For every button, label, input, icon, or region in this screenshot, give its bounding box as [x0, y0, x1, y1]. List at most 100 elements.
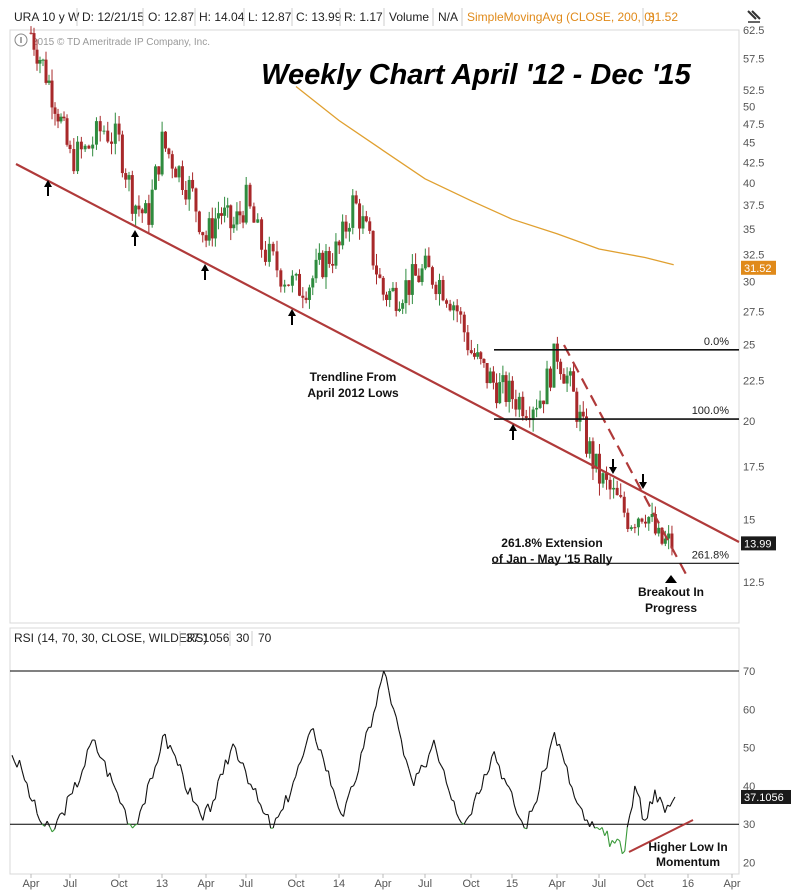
rsi-segment [347, 786, 352, 796]
candle-body [44, 59, 48, 83]
rsi-segment [14, 761, 18, 768]
candle-body [38, 60, 42, 64]
candle-body [106, 130, 110, 142]
candle-body [498, 382, 502, 404]
candle-body [650, 513, 654, 518]
candle-body [410, 264, 414, 295]
arrow-up-icon [131, 230, 139, 246]
annotation-text: Trendline From [310, 370, 397, 384]
rsi-segment [661, 803, 666, 813]
rsi-segment [380, 670, 385, 682]
volume-label[interactable]: Volume [389, 10, 429, 24]
candle-body [238, 211, 242, 216]
rsi-segment [521, 821, 525, 829]
candle-body [488, 371, 492, 384]
rsi-segment [581, 809, 586, 821]
rsi-segment [184, 788, 189, 795]
rsi-segment [518, 817, 523, 822]
candle-body [307, 287, 311, 300]
y-tick-label: 62.5 [743, 25, 764, 37]
rsi-segment [51, 828, 56, 833]
candle-body [407, 280, 411, 295]
rsi-title[interactable]: RSI (14, 70, 30, CLOSE, WILDERS) [14, 631, 207, 645]
rsi-segment [34, 799, 38, 814]
candle-body [160, 131, 164, 175]
arrow-down-icon [639, 474, 647, 489]
rsi-segment [29, 797, 33, 802]
candle-body [256, 219, 260, 223]
rsi-segment [646, 801, 651, 819]
rsi-segment [654, 789, 658, 803]
candle-body [32, 33, 36, 50]
rsi-segment [332, 789, 337, 800]
rsi-segment [169, 745, 174, 752]
candle-body [226, 205, 230, 208]
rsi-segment [664, 805, 668, 813]
rsi-segment [245, 770, 249, 784]
rsi-segment [669, 801, 673, 807]
rsi-segment [624, 827, 628, 852]
annotation-text: April 2012 Lows [307, 386, 399, 400]
candle-body [163, 131, 167, 149]
rsi-segment [438, 761, 442, 767]
rsi-segment [558, 744, 563, 754]
candle-body [472, 353, 476, 357]
rsi-segment [99, 756, 103, 760]
dashed-trendline [563, 344, 689, 579]
candle-body [445, 300, 449, 304]
y-tick-label: 37.5 [743, 200, 764, 212]
rsi-segment [476, 792, 480, 795]
symbol-label[interactable]: URA 10 y W [14, 10, 80, 24]
rsi-segment [66, 794, 71, 798]
rsi-segment [152, 766, 156, 779]
x-tick-label: Jul [63, 878, 77, 890]
sma-label[interactable]: SimpleMovingAvg (CLOSE, 200, 0) [467, 10, 655, 24]
candle-body [660, 527, 664, 544]
rsi-segment [89, 739, 93, 746]
annotation-text: 261.8% Extension [501, 536, 602, 550]
x-tick-label: Apr [197, 878, 214, 890]
rsi-segment [548, 740, 553, 751]
candle-body [441, 279, 445, 301]
candle-body [510, 380, 514, 400]
rsi-segment [209, 801, 214, 813]
rsi-segment [501, 777, 505, 780]
rsi-segment [250, 783, 254, 790]
rsi-segment [179, 764, 184, 775]
rsi-segment [234, 747, 239, 761]
rsi-segment [468, 813, 472, 817]
rsi-segment [227, 751, 232, 765]
info-icon[interactable] [14, 33, 28, 47]
candle-body [368, 221, 372, 231]
rsi-segment [124, 809, 129, 824]
candle-body [252, 206, 256, 223]
rsi-segment [295, 765, 299, 777]
candle-body [65, 118, 69, 145]
candle-body [622, 496, 626, 513]
rsi-segment [405, 759, 410, 769]
y-tick-label: 45 [743, 138, 755, 150]
candle-body [351, 195, 355, 228]
candle-body [397, 308, 401, 311]
candle-body [235, 211, 239, 225]
rsi-segment [350, 785, 354, 788]
candle-body [667, 533, 671, 539]
rsi-segment [383, 670, 387, 677]
rsi-segment [390, 703, 395, 710]
collapse-icon[interactable] [747, 10, 761, 23]
rsi-segment [335, 799, 340, 809]
candle-body [482, 358, 486, 364]
candle-body [559, 361, 563, 375]
rsi-segment [370, 713, 375, 728]
rsi-segment [192, 800, 196, 804]
rsi-segment [373, 705, 377, 714]
candle-body [41, 59, 45, 61]
candle-body [62, 116, 66, 119]
rsi-segment [363, 732, 367, 748]
rsi-segment [493, 751, 498, 762]
rsi-segment [365, 727, 370, 733]
rsi-segment [26, 783, 31, 798]
candle-body [223, 207, 227, 216]
candle-body [555, 343, 559, 362]
candle-body [177, 166, 181, 178]
